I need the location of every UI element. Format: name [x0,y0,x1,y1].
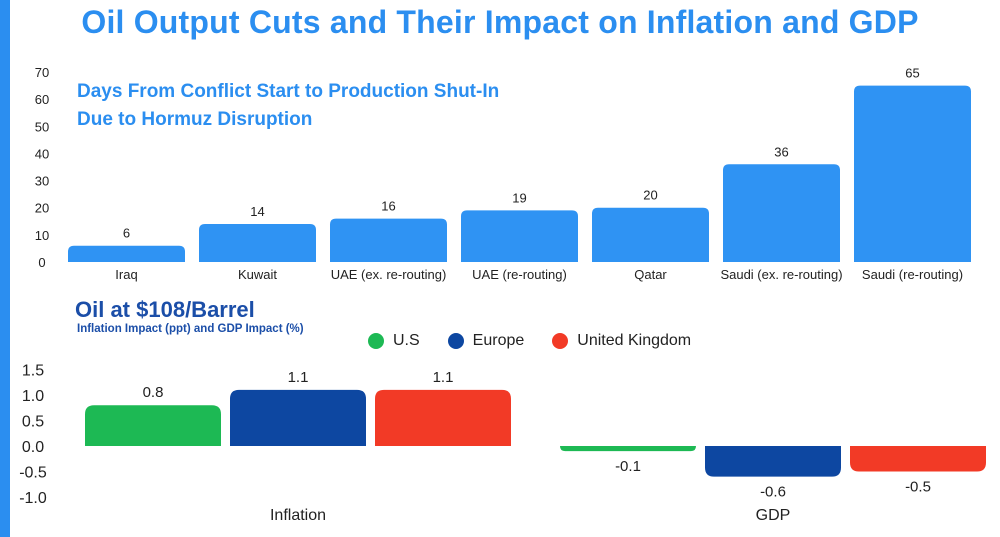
legend-item-uk: United Kingdom [552,332,691,350]
chart1-bar-1 [199,224,316,262]
legend-label-us: U.S [393,332,420,349]
chart1-value-label-0: 6 [123,226,130,241]
chart1-ytick-1: 10 [35,228,49,243]
chart2-value-label-gdp-0: -0.1 [615,458,641,475]
chart1-ytick-5: 50 [35,119,49,134]
left-accent-stripe [0,0,10,537]
chart2-legend: U.S Europe United Kingdom [368,332,719,350]
chart1-ytick-7: 70 [35,65,49,80]
chart1-bar-2 [330,218,447,262]
chart1-category-label-0: Iraq [115,267,137,282]
chart1-title-line-2: Due to Hormuz Disruption [77,109,313,130]
chart2-value-label-gdp-2: -0.5 [905,479,931,496]
page-title: Oil Output Cuts and Their Impact on Infl… [81,4,919,40]
chart2-ytick-2: 0.0 [22,439,44,456]
chart2-bar-gdp-2 [850,446,986,472]
chart2-ytick-4: 1.0 [22,388,44,405]
chart2-bar-gdp-1 [705,446,841,477]
legend-swatch-us [368,333,384,349]
chart1-category-label-2: UAE (ex. re-routing) [331,267,447,282]
legend-swatch-europe [447,333,464,349]
chart2-value-label-inflation-0: 0.8 [143,384,164,401]
chart2-ytick-3: 0.5 [22,414,44,431]
chart2-value-label-inflation-2: 1.1 [433,369,454,386]
legend-swatch-uk [552,333,569,349]
chart1-category-label-1: Kuwait [238,267,277,282]
chart1-value-label-6: 65 [905,66,919,81]
chart2-value-label-gdp-1: -0.6 [760,484,786,501]
chart1-category-label-3: UAE (re-routing) [472,267,567,282]
chart2-bar-gdp-0 [560,446,696,452]
chart1-ytick-2: 20 [35,201,49,216]
chart2-title: Oil at $108/Barrel [75,297,255,322]
chart1-category-label-6: Saudi (re-routing) [862,267,963,282]
chart1-bar-4 [592,207,709,262]
legend-label-europe: Europe [472,332,525,349]
legend-item-europe: Europe [447,332,525,350]
chart1-ytick-6: 60 [35,92,49,107]
chart2-subtitle: Inflation Impact (ppt) and GDP Impact (%… [77,323,304,335]
chart1-value-label-3: 19 [512,190,526,205]
chart1-title-line-1: Days From Conflict Start to Production S… [77,81,500,102]
chart1-bar-6 [854,85,971,262]
chart2-value-label-inflation-1: 1.1 [288,369,309,386]
chart2-ytick-0: -1.0 [19,490,47,507]
legend-label-uk: United Kingdom [577,332,692,349]
chart2-group-label-1: GDP [756,507,791,524]
chart1-bar-0 [68,245,185,262]
chart1-ytick-3: 30 [35,174,49,189]
chart1-value-label-1: 14 [250,204,264,219]
chart1-value-label-2: 16 [381,199,395,214]
legend-item-us: U.S [368,332,420,350]
chart1-ytick-4: 40 [35,146,49,161]
chart2-bar-inflation-0 [85,405,221,446]
chart1-value-label-4: 20 [643,188,657,203]
chart2-bar-inflation-2 [375,389,511,446]
chart1-value-label-5: 36 [774,144,788,159]
chart1-category-label-5: Saudi (ex. re-routing) [720,267,842,282]
chart2-group-label-0: Inflation [270,507,326,524]
chart1-category-label-4: Qatar [634,267,667,282]
chart1-bar-5 [723,164,840,262]
chart1-ytick-0: 0 [38,255,45,270]
chart2-ytick-5: 1.5 [22,363,44,380]
chart1-bar-3 [461,210,578,262]
chart2-ytick-1: -0.5 [19,465,47,482]
chart2-bar-inflation-1 [230,389,366,446]
